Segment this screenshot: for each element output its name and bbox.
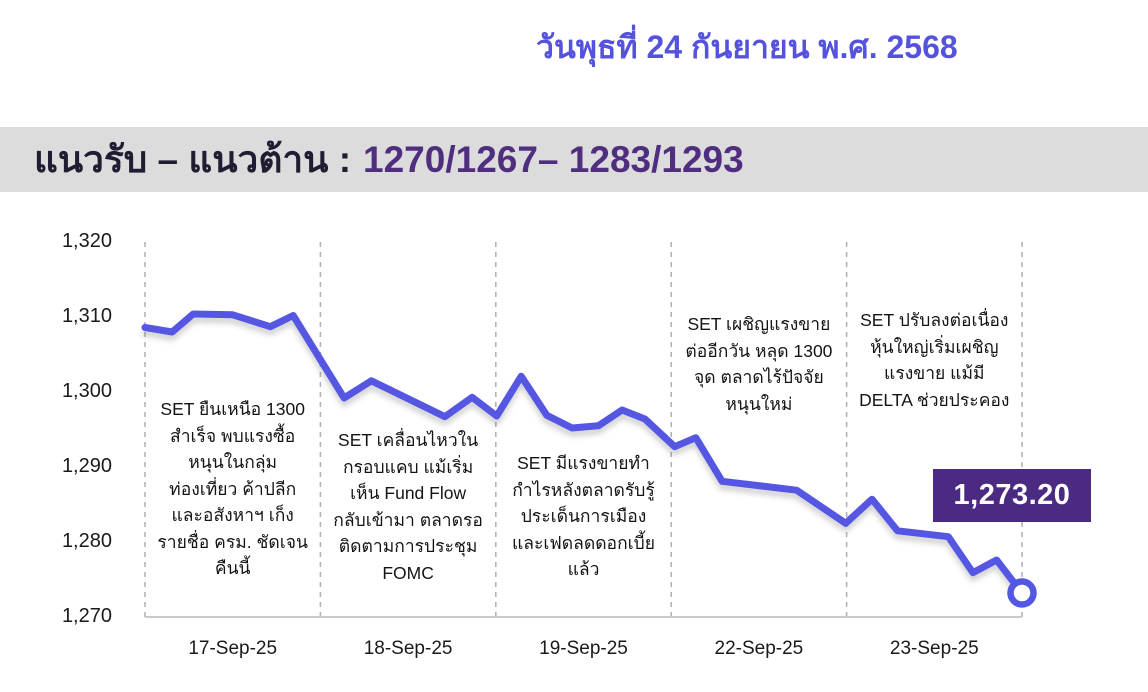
x-tick-label: 19-Sep-25 <box>539 638 628 659</box>
x-tick-label: 23-Sep-25 <box>889 638 979 659</box>
y-tick-label: 1,300 <box>61 380 112 402</box>
report-date: วันพุธที่ 24 กันยายน พ.ศ. 2568 <box>536 29 958 65</box>
y-tick-label: 1,270 <box>61 605 112 627</box>
y-tick-label: 1,310 <box>61 305 112 327</box>
set-index-line <box>141 310 1026 597</box>
y-tick-label: 1,280 <box>61 530 112 552</box>
y-tick-label: 1,290 <box>61 455 112 477</box>
x-tick-label: 17-Sep-25 <box>188 638 278 659</box>
chart-annotation: SET เคลื่อนไหวใน กรอบแคบ แม้เริ่ม เห็น F… <box>333 430 483 583</box>
plot-area <box>141 242 1037 618</box>
chart-annotation: SET เผชิญแรงขาย ต่ออีกวัน หลุด 1300 จุด … <box>685 314 833 414</box>
chart-annotation: SET ปรับลงต่อเนื่อง หุ้นใหญ่เริ่มเผชิญ แ… <box>859 310 1010 410</box>
y-tick-label: 1,320 <box>61 230 112 252</box>
last-price-badge: 1,273.20 <box>933 469 1091 522</box>
last-point-marker <box>1007 578 1037 608</box>
x-tick-label: 18-Sep-25 <box>363 638 453 659</box>
chart-annotation: SET ยืนเหนือ 1300 สำเร็จ พบแรงซื้อ หนุนใ… <box>157 399 308 578</box>
support-resistance-label: แนวรับ – แนวต้าน : <box>34 139 352 180</box>
support-resistance-banner: แนวรับ – แนวต้าน : 1270/1267– 1283/1293 <box>0 127 1148 192</box>
chart-annotation: SET มีแรงขายทำ กำไรหลังตลาดรับรู้ ประเด็… <box>511 453 656 579</box>
support-resistance-values: 1270/1267– 1283/1293 <box>363 138 744 180</box>
x-tick-label: 22-Sep-25 <box>714 638 804 659</box>
